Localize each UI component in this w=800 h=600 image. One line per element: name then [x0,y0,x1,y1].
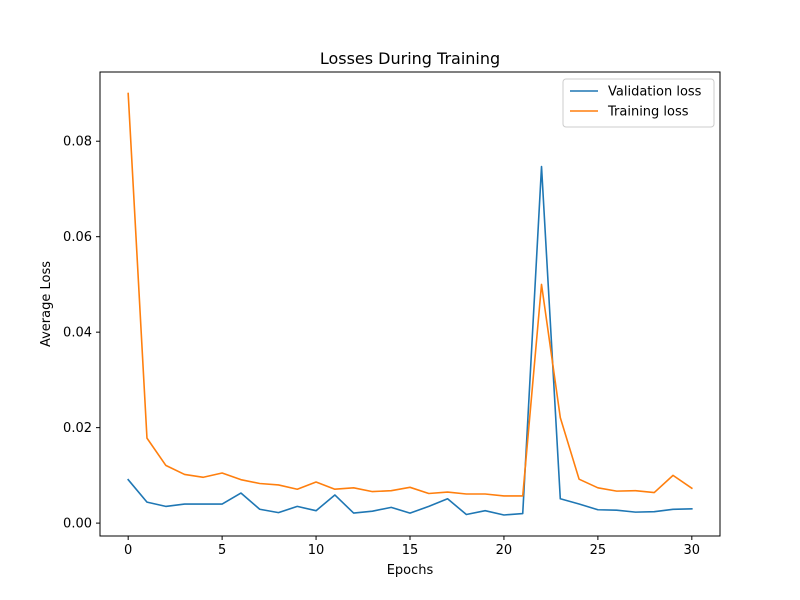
y-axis-ticks: 0.00 0.02 0.04 0.06 0.08 [63,135,100,532]
y-tick-label: 0.06 [63,230,92,245]
legend-label-0: Validation loss [608,85,702,100]
legend: Validation loss Training loss [562,78,715,128]
y-tick-label: 0.04 [63,326,92,341]
legend-box [562,78,715,128]
x-axis-ticks: 0 5 10 15 20 25 30 [124,536,700,558]
x-tick-label: 25 [590,543,607,558]
series-line-1 [127,92,693,497]
x-tick-label: 0 [124,543,132,558]
x-tick-label: 5 [218,543,226,558]
y-tick-label: 0.02 [63,421,92,436]
plot-area [127,92,693,516]
x-tick-label: 10 [308,543,325,558]
series-line-0 [127,165,693,516]
x-tick-label: 30 [684,543,701,558]
legend-label-1: Training loss [607,105,689,120]
chart-title: Losses During Training [320,49,500,68]
y-tick-label: 0.00 [63,517,92,532]
x-tick-label: 20 [496,543,513,558]
y-tick-label: 0.08 [63,135,92,150]
y-axis-label: Average Loss [39,261,54,347]
x-axis-label: Epochs [387,563,434,578]
x-tick-label: 15 [402,543,419,558]
